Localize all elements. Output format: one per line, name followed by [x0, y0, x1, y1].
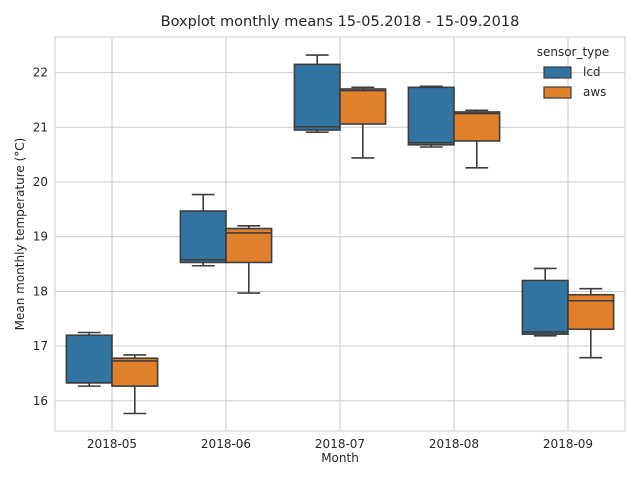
box-lcd-2018-08 — [407, 85, 455, 148]
boxes — [65, 54, 615, 415]
y-tick-label: 19 — [33, 230, 48, 244]
y-tick-label: 21 — [33, 120, 48, 134]
box-body — [111, 357, 159, 387]
box-lcd-2018-09 — [521, 267, 569, 337]
box-body — [521, 279, 569, 335]
box-body — [453, 111, 501, 142]
box-body — [225, 227, 273, 264]
x-tick-label: 2018-07 — [315, 437, 365, 451]
legend-label-aws: aws — [583, 85, 606, 99]
x-tick-label: 2018-08 — [429, 437, 479, 451]
y-tick-label: 17 — [33, 339, 48, 353]
y-axis-label: Mean monthly temperature (°C) — [13, 138, 27, 331]
box-aws-2018-07 — [339, 86, 387, 159]
box-aws-2018-05 — [111, 354, 159, 415]
box-body — [339, 88, 387, 125]
x-tick-label: 2018-05 — [87, 437, 137, 451]
box-lcd-2018-06 — [179, 193, 227, 267]
chart-title: Boxplot monthly means 15-05.2018 - 15-09… — [161, 14, 520, 30]
box-aws-2018-09 — [567, 287, 615, 359]
box-lcd-2018-07 — [293, 54, 341, 134]
box-body — [293, 63, 341, 131]
legend-swatch-aws — [543, 86, 572, 99]
box-aws-2018-08 — [453, 109, 501, 169]
y-tick-label: 20 — [33, 175, 48, 189]
x-tick-label: 2018-06 — [201, 437, 251, 451]
plot-frame — [54, 36, 626, 432]
box-body — [567, 293, 615, 331]
box-lcd-2018-05 — [65, 331, 113, 387]
y-tick-label: 16 — [33, 394, 48, 408]
y-tick-label: 18 — [33, 284, 48, 298]
box-aws-2018-06 — [225, 224, 273, 294]
box-body — [179, 210, 227, 264]
legend-swatch-lcd — [543, 66, 572, 79]
legend-label-lcd: lcd — [583, 65, 601, 79]
axes: 16 17 18 19 20 21 22 2018-05 2018-06 2018-07 2018-… — [33, 36, 626, 451]
y-tick-label: 22 — [33, 66, 48, 80]
legend-title: sensor_type — [537, 45, 610, 59]
box-body — [407, 86, 455, 146]
box-body — [65, 334, 113, 384]
x-axis-label: Month — [321, 451, 359, 465]
legend: sensor_type lcd aws — [537, 45, 610, 99]
x-tick-label: 2018-09 — [543, 437, 593, 451]
